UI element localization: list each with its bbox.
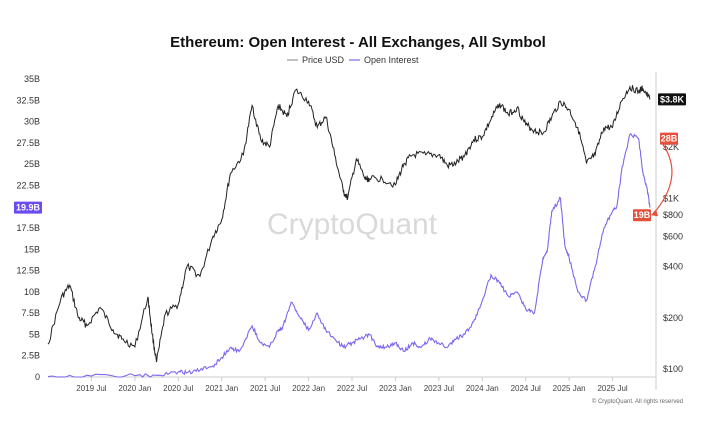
- legend-price-label[interactable]: Price USD: [302, 55, 345, 65]
- chart-title: Ethereum: Open Interest - All Exchanges,…: [170, 34, 546, 51]
- drop-annotation-arrow: [652, 144, 673, 215]
- copyright-footer: © CryptoQuant. All rights reserved: [592, 398, 683, 405]
- left-tick-label: 27.5B: [16, 138, 40, 148]
- series-price-usd: [47, 84, 651, 363]
- left-tick-label: 2.5B: [21, 351, 40, 361]
- price-current-badge: [658, 93, 686, 106]
- right-tick-label: $100: [663, 364, 683, 374]
- left-axis: 02.5B5B7.5B10B12.5B15B17.5B20B22.5B25B27…: [16, 74, 40, 382]
- price-current-badge-text: $3.8K: [660, 94, 685, 104]
- x-tick-label: 2025 Jul: [597, 384, 627, 393]
- x-tick-label: 2020 Jan: [118, 384, 151, 393]
- x-tick-label: 2024 Jul: [511, 384, 541, 393]
- left-tick-label: 32.5B: [16, 95, 40, 105]
- watermark: CryptoQuant: [267, 208, 438, 241]
- x-tick-label: 2022 Jul: [337, 384, 367, 393]
- x-tick-label: 2021 Jul: [250, 384, 280, 393]
- series-open-interest: [47, 132, 651, 378]
- x-tick-label: 2020 Jul: [163, 384, 193, 393]
- x-tick-label: 2019 Jul: [76, 384, 106, 393]
- x-tick-label: 2021 Jan: [205, 384, 238, 393]
- left-tick-label: 35B: [24, 74, 40, 84]
- left-tick-label: 30B: [24, 117, 40, 127]
- oi-peak-badge-text: 28B: [661, 134, 678, 144]
- left-tick-label: 17.5B: [16, 223, 40, 233]
- left-tick-label: 12.5B: [16, 266, 40, 276]
- right-tick-label: $1K: [663, 193, 679, 203]
- left-tick-label: 25B: [24, 159, 40, 169]
- right-tick-label: $200: [663, 313, 683, 323]
- left-tick-label: 15B: [24, 244, 40, 254]
- right-tick-label: $600: [663, 231, 683, 241]
- right-axis: $100 $200 $400 $600 $800 $1K $2K: [663, 142, 683, 374]
- oi-peak-badge: [660, 132, 678, 145]
- x-tick-label: 2024 Jan: [466, 384, 499, 393]
- x-axis: 2019 Jul 2020 Jan 2020 Jul 2021 Jan 2021 Jul…: [76, 377, 628, 393]
- right-tick-label: $2K: [663, 142, 679, 152]
- left-tick-label: 22.5B: [16, 180, 40, 190]
- left-tick-label: 10B: [24, 287, 40, 297]
- oi-drop-badge: [633, 209, 651, 222]
- right-tick-label: $400: [663, 261, 683, 271]
- x-tick-label: 2022 Jan: [292, 384, 325, 393]
- oi-drop-badge-text: 19B: [634, 210, 651, 220]
- oi-current-badge: [14, 201, 42, 214]
- x-tick-label: 2023 Jan: [379, 384, 412, 393]
- left-tick-label: 0: [35, 372, 40, 382]
- drop-annotation-arrowhead: [651, 209, 658, 217]
- legend-oi-label[interactable]: Open Interest: [364, 55, 419, 65]
- x-tick-label: 2025 Jan: [553, 384, 586, 393]
- x-tick-label: 2023 Jul: [424, 384, 454, 393]
- oi-current-badge-text: 19.9B: [16, 203, 41, 213]
- left-tick-label: 5B: [29, 329, 40, 339]
- right-tick-label: $800: [663, 210, 683, 220]
- left-tick-label: 7.5B: [21, 308, 40, 318]
